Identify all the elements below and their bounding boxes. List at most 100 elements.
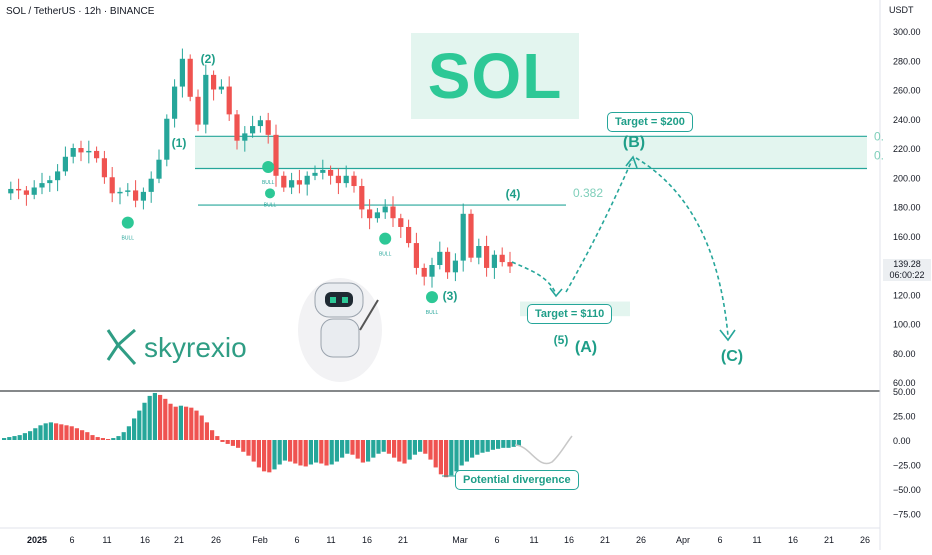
candle-body [374,212,380,219]
candle-body [133,190,139,201]
osc-bar [480,440,485,453]
osc-bar [251,440,256,462]
candle-body [296,180,302,185]
osc-bar [163,398,168,440]
osc-bar [288,440,293,462]
sol-big-label: SOL [411,33,579,119]
osc-bar [116,436,121,440]
candle-body [452,260,458,273]
divergence-line [514,435,573,465]
osc-bar [366,440,371,462]
candle-body [179,58,185,87]
osc-bar [282,440,287,461]
osc-bar [204,422,209,440]
time-tick-label: 11 [326,535,335,545]
candle-body [312,172,318,176]
wave-label: (5) [554,333,569,347]
candle-body [328,169,334,176]
osc-bar [95,437,100,440]
osc-bar [178,405,183,440]
candle-body [491,254,497,268]
candle-body [429,265,435,277]
price-tick-label: 60.00 [893,378,916,388]
symbol-title[interactable]: SOL / TetherUS · 12h · BINANCE [6,6,155,17]
osc-bar [516,440,521,446]
osc-bar [121,432,126,440]
candle-body [359,186,365,210]
time-tick-label: 11 [752,535,761,545]
osc-bar [319,440,324,464]
osc-bar [314,440,319,463]
osc-bar [74,428,79,440]
osc-bar [152,392,157,440]
candle-body [125,190,131,192]
candle-body [70,148,76,157]
osc-bar [433,440,438,468]
osc-bar [402,440,407,464]
time-tick-label: 26 [636,535,646,545]
arrowhead-C [719,329,736,342]
time-tick-label: 26 [860,535,870,545]
time-tick-label: 21 [174,535,184,545]
brand-logo-icon [106,328,137,366]
osc-bar [246,440,251,456]
osc-bar [85,432,90,440]
osc-bar [293,440,298,464]
osc-bar [158,394,163,440]
osc-bar [386,440,391,454]
candle-body [16,188,22,191]
candle-body [250,126,256,134]
robot-body-icon [320,318,360,358]
osc-tick-label: −50.00 [893,485,921,495]
osc-bar [459,440,464,466]
candle-body [484,245,490,268]
osc-bar [340,440,345,458]
projection-to-A [511,261,557,295]
osc-bar [334,440,339,462]
osc-bar [464,440,469,462]
bull-marker [379,232,392,245]
osc-tick-label: −75.00 [893,510,921,520]
candle-body [211,74,217,90]
osc-bar [184,406,189,440]
osc-bar [48,422,53,440]
candle-body [273,134,279,176]
osc-tick-label: 0.00 [893,436,911,446]
osc-bar [475,440,480,455]
candle-body [218,86,224,90]
candle-body [109,177,115,194]
target-110-callout: Target = $110 [527,304,613,324]
candle-body [281,175,287,188]
time-tick-label: 16 [362,535,372,545]
bull-marker-label: BULL [379,252,392,258]
wave-label: (2) [201,52,216,66]
candle-body [78,148,84,153]
time-tick-label: Mar [452,535,468,545]
wave-label: (3) [443,289,458,303]
time-tick-label: 6 [717,535,722,545]
arrowhead-A [549,287,563,298]
time-tick-label: 11 [102,535,111,545]
candle-body [226,86,232,115]
osc-bar [490,440,495,450]
wave-label: (B) [623,134,645,151]
candle-body [86,150,92,153]
osc-bar [22,433,27,440]
zone-side-label: 0. [874,129,884,143]
candle-body [140,191,146,201]
candle-body [437,251,443,265]
currency-label[interactable]: USDT [889,5,914,15]
time-tick-label: Apr [676,535,690,545]
osc-bar [371,440,376,458]
candle-body [257,120,263,127]
candle-body [460,213,466,261]
price-tick-label: 180.00 [893,203,921,213]
osc-bar [28,431,33,440]
osc-bar [33,428,38,440]
candle-body [351,175,357,187]
price-tick-label: 260.00 [893,86,921,96]
osc-bar [345,440,350,454]
osc-bar [236,440,241,448]
candle-body [476,245,482,258]
